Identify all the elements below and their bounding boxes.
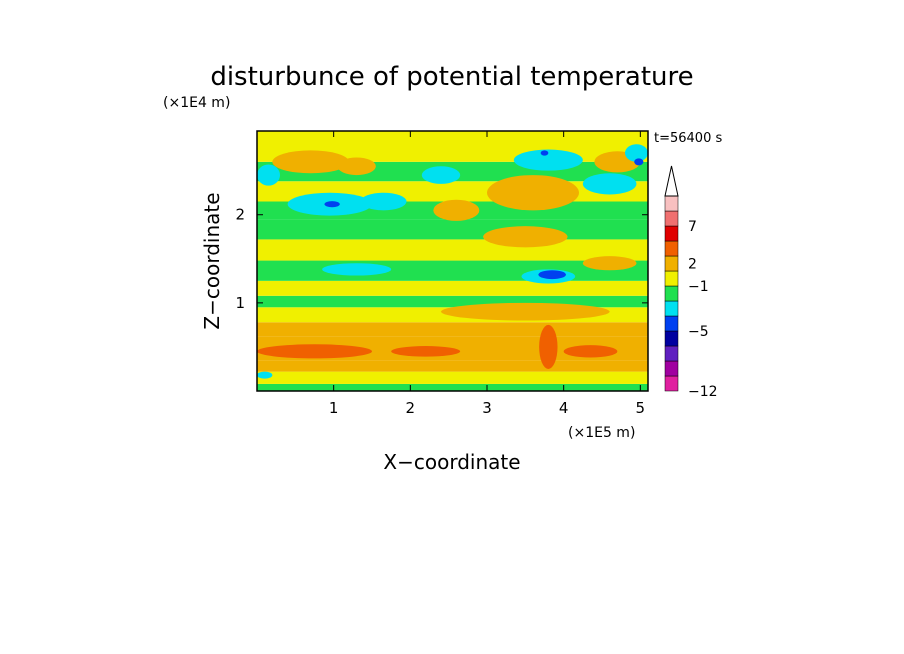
y-axis-label: Z−coordinate: [200, 192, 224, 329]
colorbar-level-2: [664, 345, 679, 362]
anomaly-8: [487, 175, 579, 211]
anomaly-24: [634, 158, 644, 166]
band-7: [257, 280, 648, 296]
x-tick-label-2: 3: [482, 399, 492, 417]
colorbar-label-1: −5: [688, 324, 709, 340]
colorbar-level-3: [664, 330, 679, 347]
anomaly-20: [322, 263, 392, 276]
x-unit-label: (×1E5 m): [568, 425, 635, 441]
y-tick-label-1: 2: [235, 206, 245, 224]
colorbar-level-10: [664, 225, 679, 242]
colorbar-level-5: [664, 300, 679, 317]
band-6: [257, 295, 648, 308]
band-2: [257, 360, 648, 372]
colorbar: −12−5−127: [664, 165, 718, 400]
chart-title: disturbunce of potential temperature: [210, 62, 693, 92]
anomaly-14: [360, 192, 407, 211]
anomaly-15: [421, 166, 461, 184]
anomaly-25: [540, 150, 549, 156]
anomaly-21: [257, 371, 273, 379]
anomaly-7: [433, 199, 480, 221]
colorbar-level-6: [664, 285, 679, 302]
colorbar-level-11: [664, 210, 679, 227]
band-4: [257, 322, 648, 337]
x-tick-label-3: 4: [559, 399, 569, 417]
anomaly-22: [324, 201, 340, 208]
anomaly-5: [272, 150, 349, 174]
colorbar-level-1: [664, 360, 679, 377]
plot-frame: [256, 130, 649, 392]
colorbar-level-0: [664, 375, 679, 392]
anomaly-11: [582, 256, 637, 271]
anomaly-1: [391, 346, 461, 357]
x-tick-label-1: 2: [406, 399, 416, 417]
colorbar-level-8: [664, 255, 679, 272]
y-tick-label-0: 1: [235, 294, 245, 312]
time-label: t=56400 s: [654, 131, 722, 146]
x-tick-label-4: 5: [636, 399, 646, 417]
anomaly-17: [582, 173, 637, 195]
anomaly-4: [440, 302, 610, 321]
anomaly-12: [257, 164, 280, 186]
colorbar-extend-arrow: [664, 165, 679, 197]
anomaly-3: [563, 345, 618, 358]
anomaly-0: [257, 344, 372, 359]
x-tick-label-0: 1: [329, 399, 339, 417]
band-0: [257, 383, 648, 391]
colorbar-level-9: [664, 240, 679, 257]
anomaly-18: [625, 144, 648, 162]
anomaly-2: [539, 324, 558, 369]
colorbar-label-3: 2: [688, 257, 697, 273]
colorbar-label-0: −12: [688, 384, 718, 400]
band-9: [257, 239, 648, 261]
anomaly-6: [337, 157, 376, 176]
anomaly-16: [513, 149, 583, 171]
anomaly-10: [483, 226, 568, 248]
colorbar-level-4: [664, 315, 679, 332]
y-unit-label: (×1E4 m): [163, 95, 230, 111]
plot-area: [257, 131, 648, 391]
band-1: [257, 371, 648, 384]
colorbar-level-12: [664, 195, 679, 212]
colorbar-level-7: [664, 270, 679, 287]
y-axis-ticks: 12: [235, 206, 648, 312]
anomaly-23: [538, 270, 566, 280]
colorbar-label-2: −1: [688, 279, 709, 295]
band-10: [257, 219, 648, 240]
x-axis-ticks: 1 2 3 4 5: [329, 131, 645, 417]
temperature-anomalies: [257, 144, 648, 379]
colorbar-label-4: 7: [688, 219, 697, 235]
x-axis-label: X−coordinate: [383, 450, 520, 474]
